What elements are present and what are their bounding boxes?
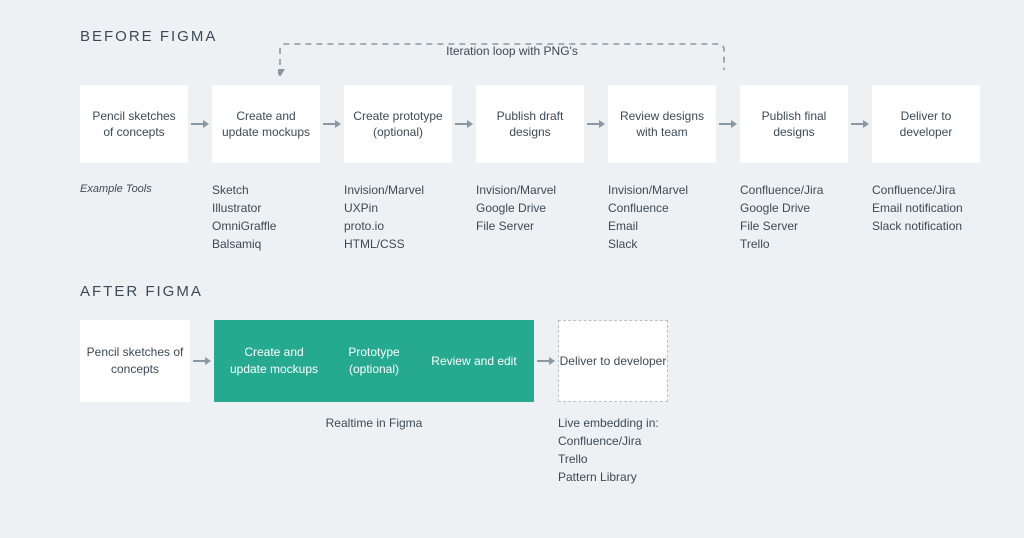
caption-figma: Realtime in Figma xyxy=(214,414,534,486)
after-flow-row: Pencil sketches of concepts Create and u… xyxy=(80,320,984,402)
arrow-icon xyxy=(188,85,212,163)
before-step-3: Publish draft designs xyxy=(476,85,584,163)
diagram-container: Iteration loop with PNG's BEFORE FIGMA P… xyxy=(0,0,1024,486)
figma-step-0: Create and update mockups xyxy=(224,340,324,382)
before-step-4: Review designs with team xyxy=(608,85,716,163)
tools-2: Invision/Marvel UXPin proto.io HTML/CSS xyxy=(344,181,452,253)
iteration-loop-label: Iteration loop with PNG's xyxy=(0,44,1024,58)
after-step-0: Pencil sketches of concepts xyxy=(80,320,190,402)
tools-6: Confluence/Jira Email notification Slack… xyxy=(872,181,980,253)
before-step-6: Deliver to developer xyxy=(872,85,980,163)
figma-step-2: Review and edit xyxy=(424,349,524,374)
before-step-0: Pencil sketches of concepts xyxy=(80,85,188,163)
arrow-icon xyxy=(534,322,558,400)
before-step-5: Publish final designs xyxy=(740,85,848,163)
tools-1: Sketch Illustrator OmniGraffle Balsamiq xyxy=(212,181,320,253)
arrow-icon xyxy=(320,85,344,163)
arrow-icon xyxy=(848,85,872,163)
before-title: BEFORE FIGMA xyxy=(80,28,984,45)
before-flow-row: Pencil sketches of concepts Create and u… xyxy=(80,85,984,163)
arrow-icon xyxy=(584,85,608,163)
tools-4: Invision/Marvel Confluence Email Slack xyxy=(608,181,716,253)
iteration-loop-path xyxy=(278,42,726,76)
arrow-icon xyxy=(716,85,740,163)
arrow-icon xyxy=(452,85,476,163)
figma-step-1: Prototype (optional) xyxy=(324,340,424,382)
before-step-1: Create and update mockups xyxy=(212,85,320,163)
example-tools-label: Example Tools xyxy=(80,181,188,253)
after-captions-row: Realtime in Figma Live embedding in: Con… xyxy=(80,402,984,486)
before-tools-row: Example Tools Sketch Illustrator OmniGra… xyxy=(80,181,984,253)
after-step-last: Deliver to developer xyxy=(558,320,668,402)
figma-block: Create and update mockups Prototype (opt… xyxy=(214,320,534,402)
caption-deliver: Live embedding in: Confluence/Jira Trell… xyxy=(558,414,708,486)
after-title: AFTER FIGMA xyxy=(80,283,984,300)
arrow-icon xyxy=(190,322,214,400)
before-step-2: Create prototype (optional) xyxy=(344,85,452,163)
tools-5: Confluence/Jira Google Drive File Server… xyxy=(740,181,848,253)
tools-3: Invision/Marvel Google Drive File Server xyxy=(476,181,584,253)
